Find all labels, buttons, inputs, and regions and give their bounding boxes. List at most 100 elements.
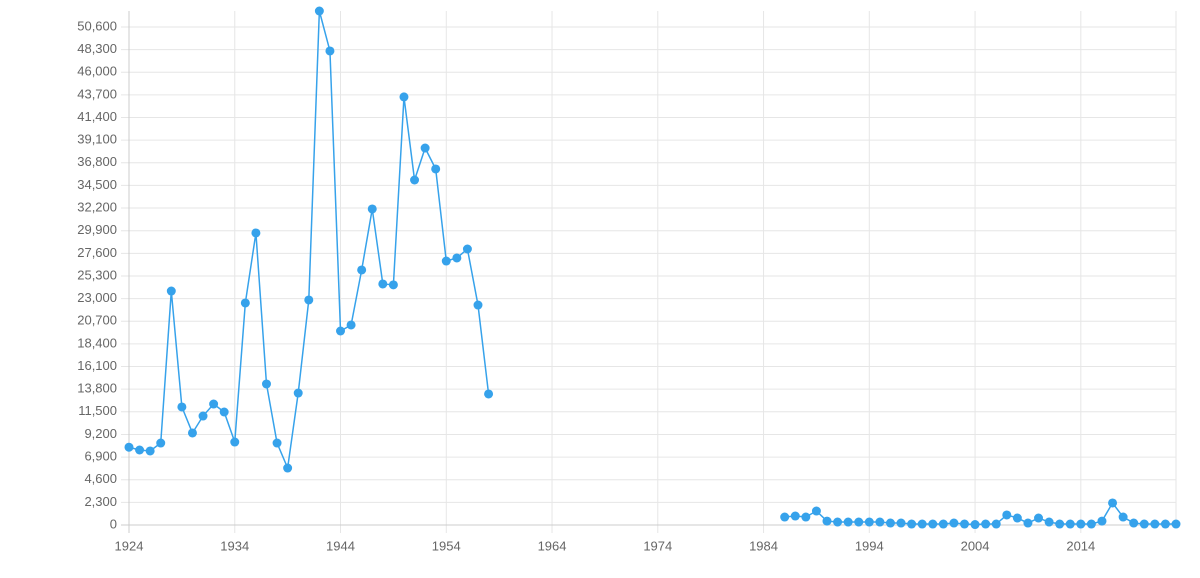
x-tick-label: 1944 bbox=[326, 538, 355, 553]
data-point bbox=[917, 519, 927, 529]
y-tick-label: 41,400 bbox=[77, 109, 117, 124]
y-tick-label: 46,000 bbox=[77, 64, 117, 79]
y-tick-label: 20,700 bbox=[77, 313, 117, 328]
data-point bbox=[431, 164, 441, 174]
y-tick-label: 0 bbox=[110, 516, 117, 531]
data-point bbox=[1118, 512, 1128, 522]
data-point bbox=[420, 143, 430, 153]
data-point bbox=[410, 175, 420, 185]
data-point bbox=[1129, 518, 1139, 528]
data-point bbox=[1108, 498, 1118, 508]
data-point bbox=[187, 428, 197, 438]
x-tick-label: 1984 bbox=[749, 538, 778, 553]
data-point bbox=[166, 286, 176, 296]
x-tick-label: 1934 bbox=[220, 538, 249, 553]
data-point bbox=[1076, 519, 1086, 529]
data-point bbox=[388, 280, 398, 290]
data-point bbox=[484, 389, 494, 399]
data-point bbox=[177, 402, 187, 412]
y-tick-label: 25,300 bbox=[77, 267, 117, 282]
series-line bbox=[784, 501, 1176, 526]
x-tick-label: 2004 bbox=[961, 538, 990, 553]
data-point bbox=[1034, 513, 1044, 523]
data-point bbox=[304, 295, 314, 305]
y-tick-label: 48,300 bbox=[77, 41, 117, 56]
data-point bbox=[346, 320, 356, 330]
data-point bbox=[991, 519, 1001, 529]
data-point bbox=[1065, 519, 1075, 529]
data-point bbox=[357, 265, 367, 275]
y-tick-label: 16,100 bbox=[77, 358, 117, 373]
x-tick-label: 1924 bbox=[115, 538, 144, 553]
data-point bbox=[959, 519, 969, 529]
y-tick-label: 11,500 bbox=[78, 403, 117, 418]
data-point bbox=[843, 517, 853, 527]
data-point bbox=[1086, 519, 1096, 529]
y-tick-label: 32,200 bbox=[77, 199, 117, 214]
x-tick-label: 1994 bbox=[855, 538, 884, 553]
y-tick-label: 13,800 bbox=[77, 381, 117, 396]
data-point bbox=[378, 279, 388, 289]
data-point bbox=[209, 399, 219, 409]
data-point bbox=[240, 298, 250, 308]
y-tick-label: 34,500 bbox=[77, 177, 117, 192]
data-point bbox=[1097, 516, 1107, 526]
y-tick-label: 6,900 bbox=[84, 449, 117, 464]
data-point bbox=[1150, 519, 1160, 529]
data-point bbox=[1002, 510, 1012, 520]
series-line bbox=[128, 10, 490, 471]
data-point bbox=[156, 438, 166, 448]
data-point bbox=[230, 437, 240, 447]
data-point bbox=[452, 253, 462, 263]
x-tick-label: 1954 bbox=[432, 538, 461, 553]
x-tick-label: 2014 bbox=[1066, 538, 1095, 553]
data-point bbox=[198, 411, 208, 421]
data-point bbox=[336, 326, 346, 336]
data-point bbox=[833, 517, 843, 527]
data-point bbox=[938, 519, 948, 529]
data-point bbox=[822, 516, 832, 526]
data-point bbox=[314, 6, 324, 16]
data-point bbox=[907, 519, 917, 529]
data-point bbox=[811, 506, 821, 516]
x-tick-label: 1974 bbox=[643, 538, 672, 553]
data-point bbox=[462, 244, 472, 254]
data-point bbox=[885, 518, 895, 528]
data-point bbox=[981, 519, 991, 529]
data-point bbox=[399, 92, 409, 102]
data-point bbox=[1160, 519, 1170, 529]
y-tick-label: 50,600 bbox=[77, 18, 117, 33]
y-tick-label: 4,600 bbox=[84, 471, 117, 486]
data-point bbox=[864, 517, 874, 527]
y-tick-label: 27,600 bbox=[77, 245, 117, 260]
data-point bbox=[124, 442, 134, 452]
data-point bbox=[283, 463, 293, 473]
data-point bbox=[875, 517, 885, 527]
y-tick-label: 2,300 bbox=[84, 494, 117, 509]
data-point bbox=[272, 438, 282, 448]
data-point bbox=[790, 511, 800, 521]
data-point bbox=[949, 518, 959, 528]
y-tick-label: 36,800 bbox=[77, 154, 117, 169]
y-tick-label: 9,200 bbox=[84, 426, 117, 441]
data-point bbox=[293, 388, 303, 398]
y-tick-label: 18,400 bbox=[77, 335, 117, 350]
y-tick-label: 23,000 bbox=[77, 290, 117, 305]
data-point bbox=[135, 445, 145, 455]
data-point bbox=[1055, 519, 1065, 529]
y-tick-label: 29,900 bbox=[77, 222, 117, 237]
y-tick-label: 39,100 bbox=[77, 132, 117, 147]
data-point bbox=[1023, 518, 1033, 528]
data-point bbox=[367, 204, 377, 214]
data-point bbox=[780, 512, 790, 522]
data-point bbox=[145, 446, 155, 456]
data-point bbox=[261, 379, 271, 389]
data-point bbox=[251, 228, 261, 238]
data-point bbox=[1171, 519, 1181, 529]
data-point bbox=[970, 520, 980, 530]
data-point bbox=[854, 517, 864, 527]
y-tick-label: 43,700 bbox=[77, 86, 117, 101]
data-point bbox=[1044, 517, 1054, 527]
data-point bbox=[219, 407, 229, 417]
